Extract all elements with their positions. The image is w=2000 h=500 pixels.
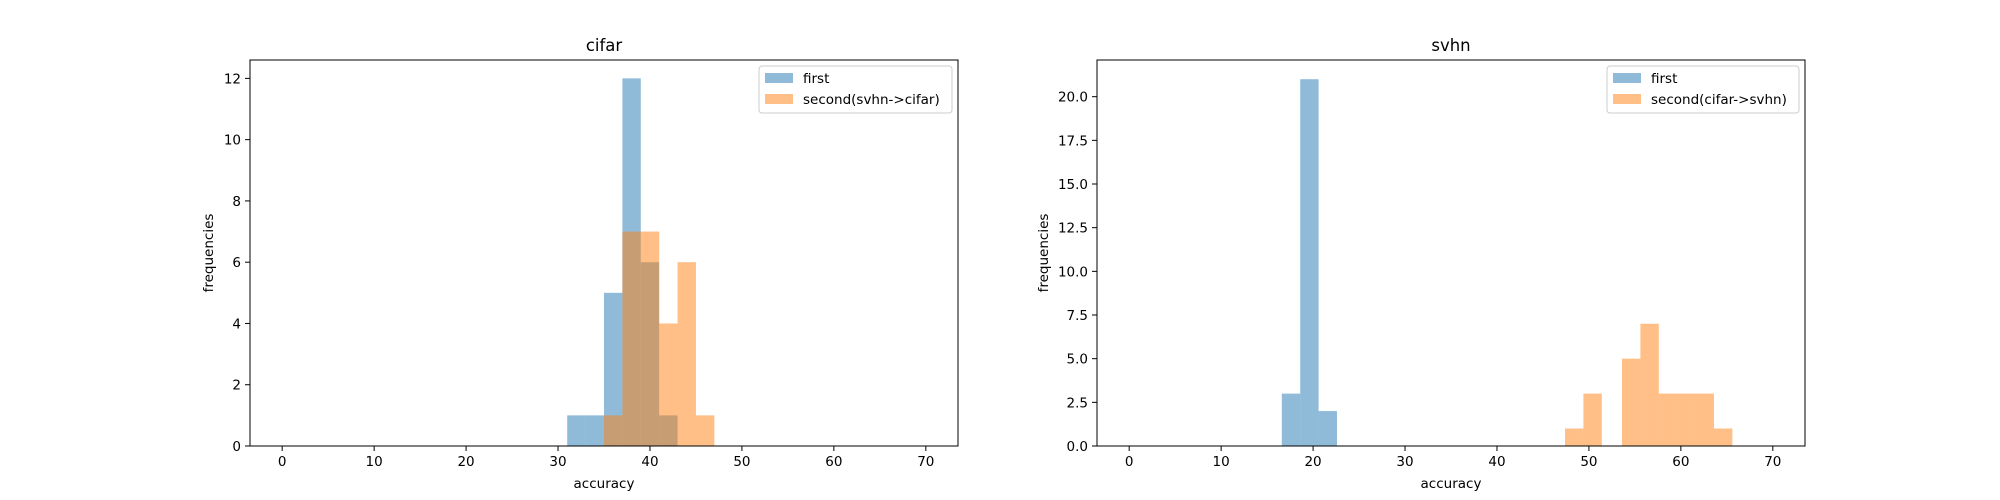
y-tick-label: 0.0 — [1067, 439, 1088, 455]
y-tick-label: 20.0 — [1058, 90, 1088, 106]
y-tick-label: 0 — [232, 439, 241, 455]
x-tick-label: 20 — [1304, 454, 1321, 470]
histogram-bar-second-2 — [640, 231, 660, 446]
legend-swatch-second — [765, 94, 793, 104]
axes-frame — [1096, 59, 1806, 447]
histogram-bar-second-2 — [1622, 358, 1641, 446]
histogram-bar-first-1 — [585, 415, 604, 446]
y-tick-label: 8 — [232, 194, 241, 210]
histogram-bar-second-5 — [695, 415, 715, 446]
bars-layer — [567, 78, 715, 446]
histogram-bar-first-1 — [1300, 79, 1319, 447]
histogram-bar-first-0 — [567, 415, 586, 446]
x-tick-label: 30 — [1396, 454, 1413, 470]
histogram-bar-second-3 — [1640, 323, 1659, 446]
ticks-layer: 0 10 20 30 40 50 60 70 0.0 2.5 5.0 7.5 10.0 12.5 15.0 1… — [1058, 90, 1781, 470]
legend-label-first: first — [803, 71, 829, 87]
y-tick-label: 7.5 — [1067, 308, 1088, 324]
legend-label-first: first — [1651, 71, 1677, 87]
legend-label-second: second(cifar->svhn) — [1651, 92, 1787, 108]
x-axis-label: accuracy — [1421, 476, 1482, 492]
histogram-bar-second-6 — [1695, 393, 1714, 446]
y-axis-label: frequencies — [1036, 214, 1052, 293]
x-tick-label: 60 — [825, 454, 842, 470]
y-tick-label: 5.0 — [1067, 352, 1088, 368]
histogram-bar-second-4 — [1658, 393, 1678, 446]
chart-title: svhn — [1431, 36, 1470, 55]
y-tick-label: 17.5 — [1058, 133, 1088, 149]
x-tick-label: 50 — [733, 454, 750, 470]
x-tick-label: 20 — [457, 454, 474, 470]
y-tick-label: 12.5 — [1058, 221, 1088, 237]
legend: first second(svhn->cifar) — [758, 65, 953, 114]
y-tick-label: 10 — [224, 133, 241, 149]
legend-box — [758, 65, 953, 114]
x-tick-label: 70 — [1764, 454, 1781, 470]
y-tick-label: 4 — [232, 316, 241, 332]
y-tick-label: 10.0 — [1058, 264, 1088, 280]
axes-frame — [249, 59, 959, 447]
histogram-bar-second-1 — [1583, 393, 1602, 446]
histogram-bar-first-2 — [1318, 411, 1337, 446]
y-tick-label: 15.0 — [1058, 177, 1088, 193]
x-tick-label: 40 — [1488, 454, 1505, 470]
y-tick-label: 12 — [224, 71, 241, 87]
y-axis-label: frequencies — [201, 214, 217, 293]
legend-swatch-first — [1613, 73, 1641, 83]
ticks-layer: 0 10 20 30 40 50 60 70 0 2 4 6 8 10 12 — [224, 71, 935, 470]
histogram-bar-second-0 — [604, 415, 623, 446]
svhn-histogram: svhn 0 10 20 30 40 50 60 70 0.0 2.5 5.0 7.5 10.0 12.5… — [1036, 36, 1806, 492]
legend-box — [1606, 65, 1800, 114]
histogram-bar-second-1 — [622, 231, 641, 446]
x-tick-label: 0 — [1125, 454, 1134, 470]
histogram-bar-first-2 — [604, 292, 623, 446]
x-tick-label: 40 — [641, 454, 658, 470]
histogram-bar-second-7 — [1713, 428, 1733, 446]
y-tick-label: 6 — [232, 255, 241, 271]
x-tick-label: 70 — [917, 454, 934, 470]
legend-swatch-second — [1613, 94, 1641, 104]
histogram-bar-second-5 — [1677, 393, 1696, 446]
y-tick-label: 2 — [232, 378, 241, 394]
x-tick-label: 10 — [1213, 454, 1230, 470]
histogram-bar-second-3 — [659, 323, 678, 446]
legend: first second(cifar->svhn) — [1606, 65, 1800, 114]
chart-title: cifar — [586, 36, 623, 55]
histogram-bar-first-0 — [1281, 393, 1301, 446]
x-tick-label: 0 — [278, 454, 287, 470]
x-axis-label: accuracy — [574, 476, 635, 492]
x-tick-label: 50 — [1580, 454, 1597, 470]
x-tick-label: 10 — [366, 454, 383, 470]
y-tick-label: 2.5 — [1067, 395, 1088, 411]
legend-label-second: second(svhn->cifar) — [803, 92, 940, 108]
x-tick-label: 60 — [1672, 454, 1689, 470]
x-tick-label: 30 — [549, 454, 566, 470]
bars-layer — [1281, 79, 1733, 447]
histogram-bar-second-4 — [677, 262, 696, 446]
histogram-bar-second-0 — [1565, 428, 1584, 446]
legend-swatch-first — [765, 73, 793, 83]
